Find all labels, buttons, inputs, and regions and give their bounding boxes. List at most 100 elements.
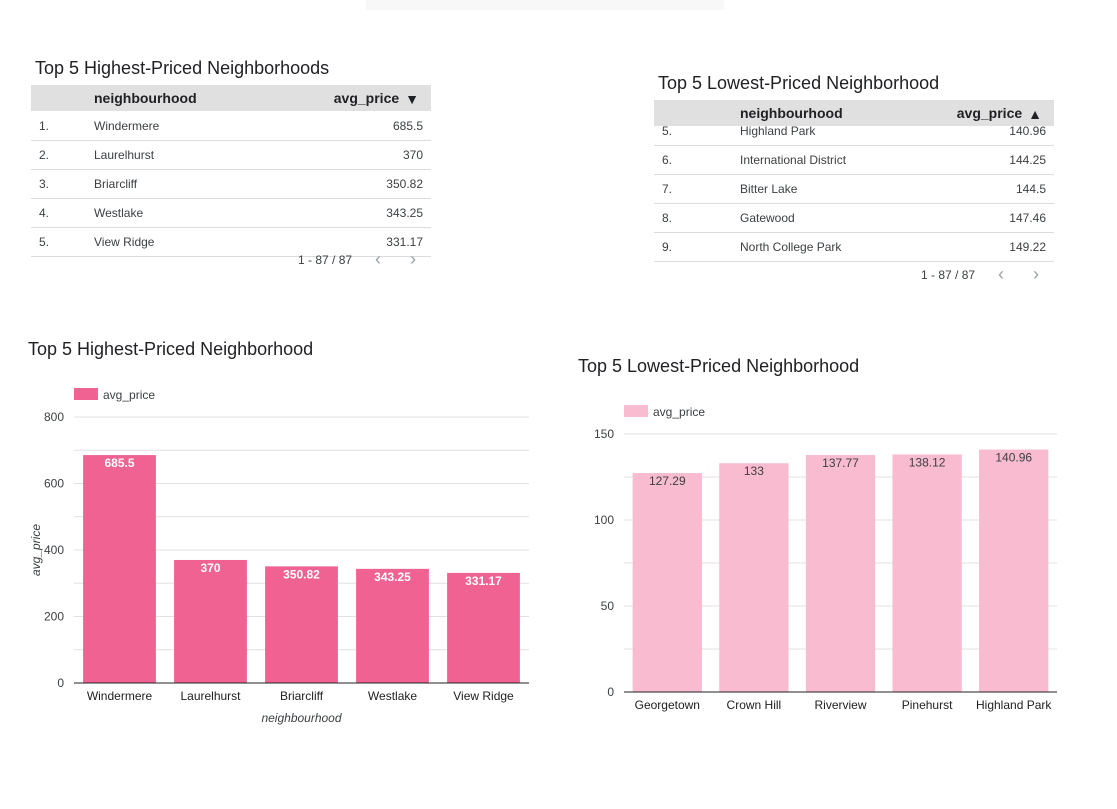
y-tick-label: 600 — [44, 477, 64, 491]
row-number: 5. — [39, 235, 50, 249]
row-number: 2. — [39, 148, 50, 162]
bar-view-ridge — [447, 572, 520, 683]
y-tick-label: 50 — [601, 599, 615, 613]
y-tick-label: 800 — [44, 410, 64, 424]
x-tick-label: Windermere — [87, 689, 153, 703]
y-tick-label: 0 — [607, 685, 614, 699]
y-tick-label: 200 — [44, 610, 64, 624]
bar-data-label: 350.82 — [283, 567, 320, 581]
table-header: neighbourhood avg_price ▼ — [31, 85, 431, 111]
table-high: neighbourhood avg_price ▼ 1. Windermere 685… — [31, 85, 431, 257]
bar-data-label: 685.5 — [104, 456, 134, 470]
row-avg-price: 370 — [402, 148, 423, 162]
x-tick-label: Crown Hill — [727, 698, 782, 712]
col-avg-price-label: avg_price — [333, 90, 400, 106]
bar-highland-park — [979, 449, 1049, 692]
chart-low-title: Top 5 Lowest-Priced Neighborhood — [578, 356, 860, 376]
table-row[interactable]: 8. Gatewood 147.46 — [654, 203, 1054, 233]
row-neighbourhood: North College Park — [740, 240, 842, 254]
y-tick-label: 400 — [44, 543, 64, 557]
bar-data-label: 343.25 — [374, 570, 411, 584]
row-neighbourhood: View Ridge — [94, 235, 155, 249]
table-row[interactable]: 1. Windermere 685.5 — [31, 111, 431, 141]
table-row[interactable]: 5. Highland Park 140.96 — [654, 116, 1054, 146]
row-number: 4. — [39, 206, 50, 220]
x-tick-label: Briarcliff — [280, 689, 324, 703]
row-neighbourhood: Laurelhurst — [94, 148, 155, 162]
legend-swatch — [624, 405, 648, 417]
row-avg-price: 149.22 — [1009, 240, 1046, 254]
table-row[interactable]: 3. Briarcliff 350.82 — [31, 169, 431, 199]
chart-high: avg_price 0 200 400 600 800 685.5 Windermere 370… — [29, 388, 529, 725]
bar-data-label: 137.77 — [822, 456, 859, 470]
prev-page-icon[interactable]: ‹ — [375, 249, 381, 269]
pagination-text: 1 - 87 / 87 — [921, 268, 976, 282]
row-number: 7. — [662, 182, 673, 196]
row-neighbourhood: Windermere — [94, 119, 160, 133]
row-number: 1. — [39, 119, 50, 133]
row-number: 9. — [662, 240, 673, 254]
row-avg-price: 343.25 — [386, 206, 423, 220]
table-row[interactable]: 4. Westlake 343.25 — [31, 198, 431, 228]
row-avg-price: 140.96 — [1009, 124, 1046, 138]
table-row[interactable]: 2. Laurelhurst 370 — [31, 140, 431, 170]
table-row[interactable]: 7. Bitter Lake 144.5 — [654, 174, 1054, 204]
row-neighbourhood: Gatewood — [740, 211, 795, 225]
chart-low: avg_price 0 50 100 150 127.29 Georgetown 133 Cro… — [594, 405, 1057, 712]
row-neighbourhood: International District — [740, 153, 847, 167]
bar-data-label: 138.12 — [909, 455, 946, 469]
next-page-icon[interactable]: › — [1033, 264, 1039, 284]
bar-data-label: 140.96 — [995, 451, 1032, 465]
sort-asc-icon: ▲ — [1028, 106, 1042, 123]
row-number: 3. — [39, 177, 50, 191]
legend-swatch — [74, 388, 98, 400]
x-tick-label: Georgetown — [635, 698, 700, 712]
row-number: 5. — [662, 124, 673, 138]
row-number: 6. — [662, 153, 673, 167]
bar-data-label: 370 — [200, 561, 220, 575]
x-axis-title: neighbourhood — [261, 711, 341, 725]
x-tick-label: View Ridge — [453, 689, 514, 703]
col-neighbourhood-header[interactable]: neighbourhood — [740, 105, 843, 121]
bar-data-label: 331.17 — [465, 574, 502, 588]
row-avg-price: 144.25 — [1009, 153, 1046, 167]
legend-label: avg_price — [103, 388, 155, 402]
chart-high-title: Top 5 Highest-Priced Neighborhood — [28, 339, 314, 359]
row-avg-price: 147.46 — [1009, 211, 1046, 225]
pagination-text: 1 - 87 / 87 — [298, 253, 353, 267]
row-avg-price: 685.5 — [392, 119, 423, 133]
y-tick-label: 0 — [57, 676, 64, 690]
bar-data-label: 127.29 — [649, 474, 686, 488]
x-tick-label: Laurelhurst — [180, 689, 241, 703]
col-avg-price-label: avg_price — [956, 105, 1023, 121]
table-low: neighbourhood avg_price ▲ 5. Highland Park… — [654, 100, 1054, 262]
col-avg-price-header[interactable]: avg_price ▲ — [957, 105, 1042, 122]
legend-label: avg_price — [653, 405, 705, 419]
bar-riverview — [805, 455, 876, 692]
bar-windermere — [83, 455, 156, 683]
row-number: 8. — [662, 211, 673, 225]
table-row[interactable]: 5. View Ridge 331.17 — [31, 227, 431, 257]
y-tick-label: 150 — [594, 427, 614, 441]
table-high-pagination: 1 - 87 / 87 ‹ › — [298, 249, 428, 269]
table-header: neighbourhood avg_price ▲ — [654, 100, 1054, 126]
bar-pinehurst — [892, 454, 962, 692]
x-tick-label: Riverview — [814, 698, 866, 712]
bar-briarcliff — [265, 566, 338, 683]
table-high-title: Top 5 Highest-Priced Neighborhoods — [35, 58, 330, 78]
bar-westlake — [356, 568, 429, 683]
table-row[interactable]: 9. North College Park 149.22 — [654, 232, 1054, 262]
next-page-icon[interactable]: › — [410, 249, 416, 269]
row-avg-price: 331.17 — [386, 235, 423, 249]
col-neighbourhood-header[interactable]: neighbourhood — [94, 90, 197, 106]
row-avg-price: 144.5 — [1015, 182, 1046, 196]
table-row[interactable]: 6. International District 144.25 — [654, 145, 1054, 175]
prev-page-icon[interactable]: ‹ — [998, 264, 1004, 284]
x-tick-label: Pinehurst — [902, 698, 953, 712]
table-low-title: Top 5 Lowest-Priced Neighborhood — [658, 73, 940, 93]
row-neighbourhood: Bitter Lake — [740, 182, 798, 196]
bar-crown-hill — [719, 463, 789, 692]
row-neighbourhood: Westlake — [94, 206, 144, 220]
x-tick-label: Highland Park — [976, 698, 1052, 712]
col-avg-price-header[interactable]: avg_price ▼ — [334, 90, 419, 107]
